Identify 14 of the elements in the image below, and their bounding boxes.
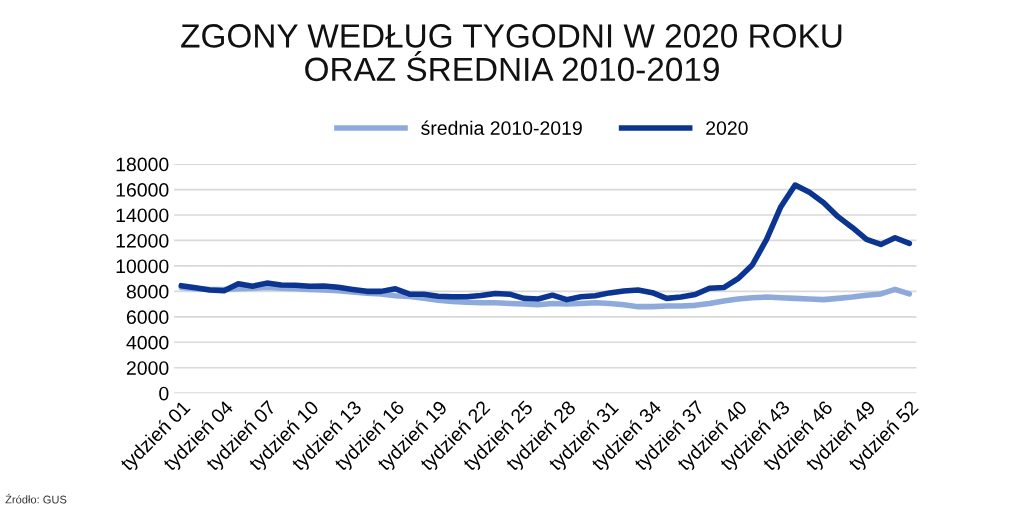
text: Źródło: GUS [5,493,67,504]
legend-label: 2020 [706,121,748,135]
y-tick-label: 0 [159,386,169,401]
y-tick-label: 2000 [126,361,169,375]
y-tick-label: 18000 [116,157,169,172]
y-tick-label: 10000 [116,259,169,274]
legend-label: średnia 2010-2019 [421,120,582,135]
y-tick-label: 12000 [116,233,169,248]
y-tick-label: 8000 [126,284,169,299]
y-tick-label: 14000 [116,208,169,223]
chart-title: ZGONY WEDŁUG TYGODNI W 2020 ROKU ORAZ ŚREDNIA 2010-2019 [181,24,842,82]
y-tick-label: 4000 [126,335,169,350]
y-tick-label: 16000 [116,183,169,197]
y-tick-label: 6000 [126,310,169,325]
